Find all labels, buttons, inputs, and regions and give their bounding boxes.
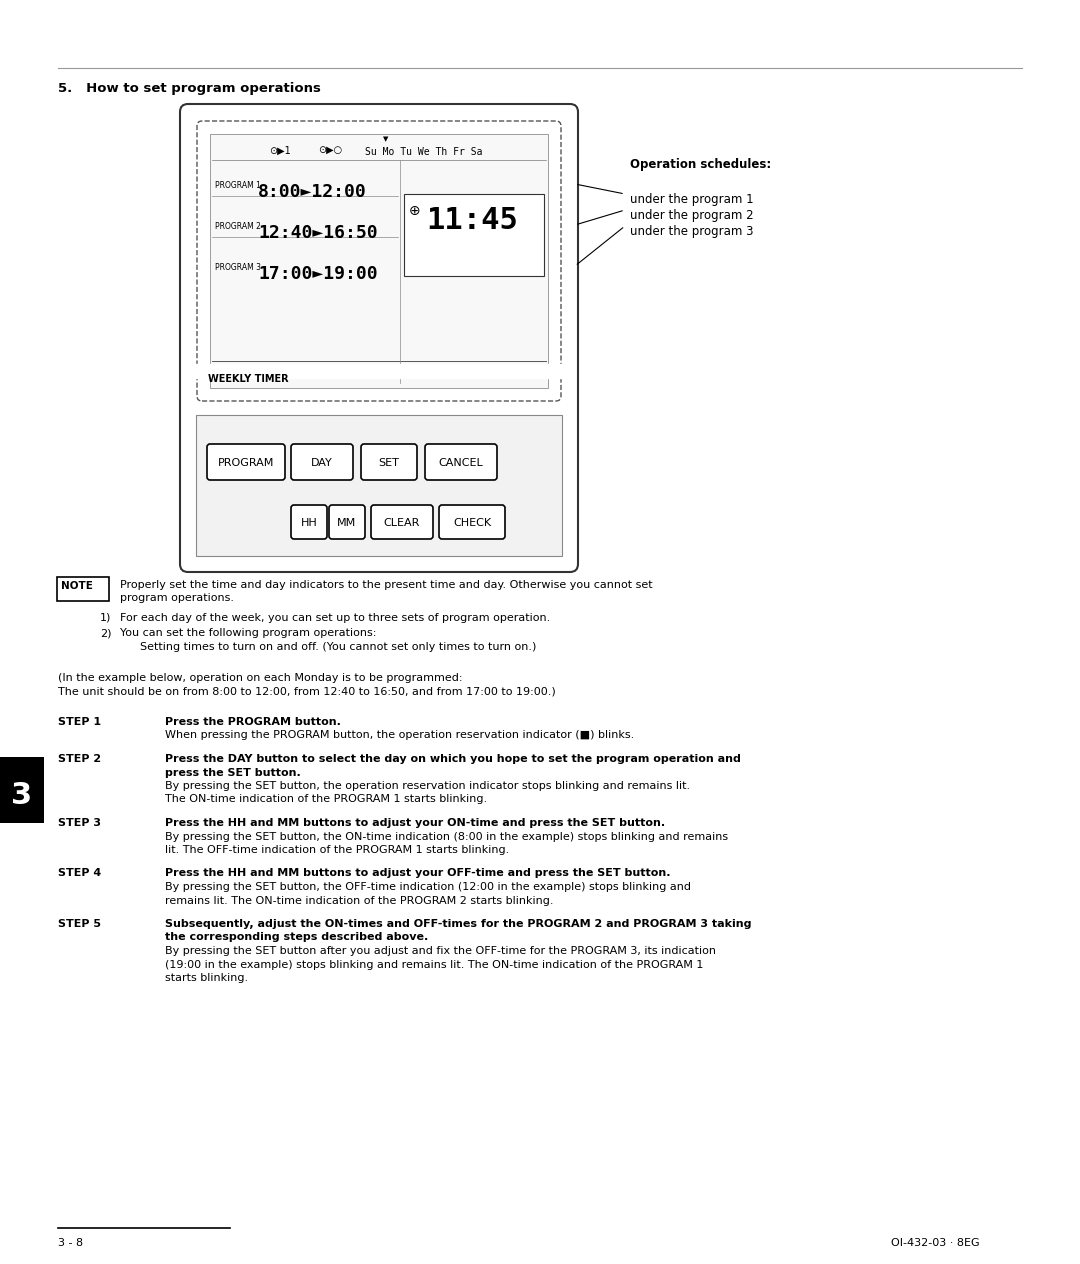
Text: When pressing the PROGRAM button, the operation reservation indicator (■) blinks: When pressing the PROGRAM button, the op… bbox=[165, 731, 634, 741]
Text: WEEKLY TIMER: WEEKLY TIMER bbox=[208, 374, 288, 384]
Text: Properly set the time and day indicators to the present time and day. Otherwise : Properly set the time and day indicators… bbox=[120, 580, 652, 590]
Text: 3: 3 bbox=[12, 780, 32, 809]
FancyBboxPatch shape bbox=[57, 576, 109, 600]
FancyBboxPatch shape bbox=[291, 506, 327, 538]
Text: HH: HH bbox=[300, 518, 318, 528]
Text: the corresponding steps described above.: the corresponding steps described above. bbox=[165, 933, 429, 943]
Text: Su Mo Tu We Th Fr Sa: Su Mo Tu We Th Fr Sa bbox=[365, 147, 483, 157]
FancyBboxPatch shape bbox=[197, 121, 561, 401]
FancyBboxPatch shape bbox=[426, 444, 497, 480]
Text: press the SET button.: press the SET button. bbox=[165, 767, 300, 777]
Text: under the program 3: under the program 3 bbox=[630, 225, 754, 238]
Text: PROGRAM 2: PROGRAM 2 bbox=[215, 222, 261, 231]
Text: (19:00 in the example) stops blinking and remains lit. The ON-time indication of: (19:00 in the example) stops blinking an… bbox=[165, 959, 703, 969]
FancyBboxPatch shape bbox=[207, 444, 285, 480]
Text: Press the PROGRAM button.: Press the PROGRAM button. bbox=[165, 717, 341, 727]
Bar bbox=[0, 757, 44, 823]
Text: CHECK: CHECK bbox=[453, 518, 491, 528]
Text: (In the example below, operation on each Monday is to be programmed:: (In the example below, operation on each… bbox=[58, 672, 462, 683]
Text: PROGRAM: PROGRAM bbox=[218, 458, 274, 468]
Text: CANCEL: CANCEL bbox=[438, 458, 484, 468]
Text: 8:00►12:00: 8:00►12:00 bbox=[258, 183, 367, 201]
Text: STEP 2: STEP 2 bbox=[58, 755, 102, 763]
Text: 2): 2) bbox=[100, 628, 111, 638]
Text: CLEAR: CLEAR bbox=[383, 518, 420, 528]
Text: Press the DAY button to select the day on which you hope to set the program oper: Press the DAY button to select the day o… bbox=[165, 755, 741, 763]
Text: under the program 2: under the program 2 bbox=[630, 209, 754, 221]
Text: DAY: DAY bbox=[311, 458, 333, 468]
Text: By pressing the SET button, the ON-time indication (8:00 in the example) stops b: By pressing the SET button, the ON-time … bbox=[165, 832, 728, 842]
FancyBboxPatch shape bbox=[361, 444, 417, 480]
Bar bbox=[210, 134, 548, 388]
Text: STEP 5: STEP 5 bbox=[58, 919, 102, 929]
FancyBboxPatch shape bbox=[438, 506, 505, 538]
Text: under the program 1: under the program 1 bbox=[630, 192, 754, 206]
Text: PROGRAM 1: PROGRAM 1 bbox=[215, 181, 261, 190]
Text: ▼: ▼ bbox=[383, 137, 389, 142]
Text: Subsequently, adjust the ON-times and OFF-times for the PROGRAM 2 and PROGRAM 3 : Subsequently, adjust the ON-times and OF… bbox=[165, 919, 752, 929]
Bar bbox=[195, 415, 562, 556]
Text: program operations.: program operations. bbox=[120, 593, 234, 603]
Text: PROGRAM 3: PROGRAM 3 bbox=[215, 263, 261, 272]
Text: Setting times to turn on and off. (You cannot set only times to turn on.): Setting times to turn on and off. (You c… bbox=[140, 642, 537, 652]
Text: By pressing the SET button after you adjust and fix the OFF-time for the PROGRAM: By pressing the SET button after you adj… bbox=[165, 945, 716, 956]
Text: 11:45: 11:45 bbox=[426, 206, 518, 235]
Text: ⊕: ⊕ bbox=[409, 204, 420, 217]
Text: STEP 4: STEP 4 bbox=[58, 868, 102, 878]
Text: 5.   How to set program operations: 5. How to set program operations bbox=[58, 82, 321, 95]
Text: 1): 1) bbox=[100, 613, 111, 623]
Text: The ON-time indication of the PROGRAM 1 starts blinking.: The ON-time indication of the PROGRAM 1 … bbox=[165, 795, 487, 804]
Text: NOTE: NOTE bbox=[60, 581, 93, 592]
FancyBboxPatch shape bbox=[291, 444, 353, 480]
Text: By pressing the SET button, the OFF-time indication (12:00 in the example) stops: By pressing the SET button, the OFF-time… bbox=[165, 882, 691, 892]
Text: SET: SET bbox=[379, 458, 400, 468]
Text: lit. The OFF-time indication of the PROGRAM 1 starts blinking.: lit. The OFF-time indication of the PROG… bbox=[165, 846, 510, 854]
Text: starts blinking.: starts blinking. bbox=[165, 973, 248, 983]
Text: STEP 3: STEP 3 bbox=[58, 818, 102, 828]
Text: STEP 1: STEP 1 bbox=[58, 717, 102, 727]
Text: ⊙▶1: ⊙▶1 bbox=[269, 147, 291, 155]
Text: OI-432-03 · 8EG: OI-432-03 · 8EG bbox=[891, 1237, 980, 1248]
Text: MM: MM bbox=[337, 518, 356, 528]
FancyBboxPatch shape bbox=[288, 428, 374, 550]
FancyBboxPatch shape bbox=[180, 104, 578, 573]
FancyBboxPatch shape bbox=[372, 506, 433, 538]
Text: By pressing the SET button, the operation reservation indicator stops blinking a: By pressing the SET button, the operatio… bbox=[165, 781, 690, 791]
Text: The unit should be on from 8:00 to 12:00, from 12:40 to 16:50, and from 17:00 to: The unit should be on from 8:00 to 12:00… bbox=[58, 688, 556, 696]
Text: ⊙▶○: ⊙▶○ bbox=[318, 147, 342, 155]
Text: Press the HH and MM buttons to adjust your OFF-time and press the SET button.: Press the HH and MM buttons to adjust yo… bbox=[165, 868, 671, 878]
Text: 17:00►19:00: 17:00►19:00 bbox=[258, 265, 378, 283]
Bar bbox=[404, 193, 544, 276]
Text: 12:40►16:50: 12:40►16:50 bbox=[258, 224, 378, 241]
Text: For each day of the week, you can set up to three sets of program operation.: For each day of the week, you can set up… bbox=[120, 613, 550, 623]
Text: You can set the following program operations:: You can set the following program operat… bbox=[120, 628, 376, 638]
Text: remains lit. The ON-time indication of the PROGRAM 2 starts blinking.: remains lit. The ON-time indication of t… bbox=[165, 895, 554, 905]
Text: Operation schedules:: Operation schedules: bbox=[630, 158, 771, 171]
Text: Press the HH and MM buttons to adjust your ON-time and press the SET button.: Press the HH and MM buttons to adjust yo… bbox=[165, 818, 665, 828]
FancyBboxPatch shape bbox=[329, 506, 365, 538]
Text: 3 - 8: 3 - 8 bbox=[58, 1237, 83, 1248]
